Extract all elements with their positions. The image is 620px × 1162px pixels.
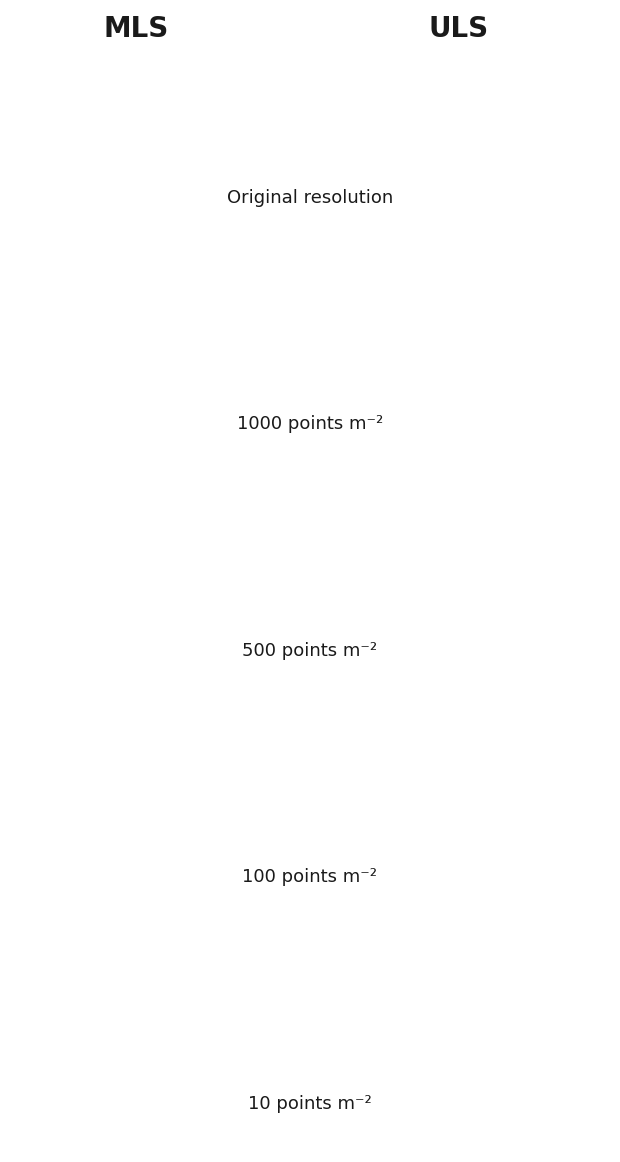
Text: Original resolution: Original resolution [227,188,393,207]
Text: 10 points m⁻²: 10 points m⁻² [248,1095,372,1113]
Text: ULS: ULS [429,15,489,43]
Text: 1000 points m⁻²: 1000 points m⁻² [237,415,383,433]
Text: 500 points m⁻²: 500 points m⁻² [242,641,378,660]
Text: MLS: MLS [104,15,169,43]
Text: 100 points m⁻²: 100 points m⁻² [242,868,378,887]
